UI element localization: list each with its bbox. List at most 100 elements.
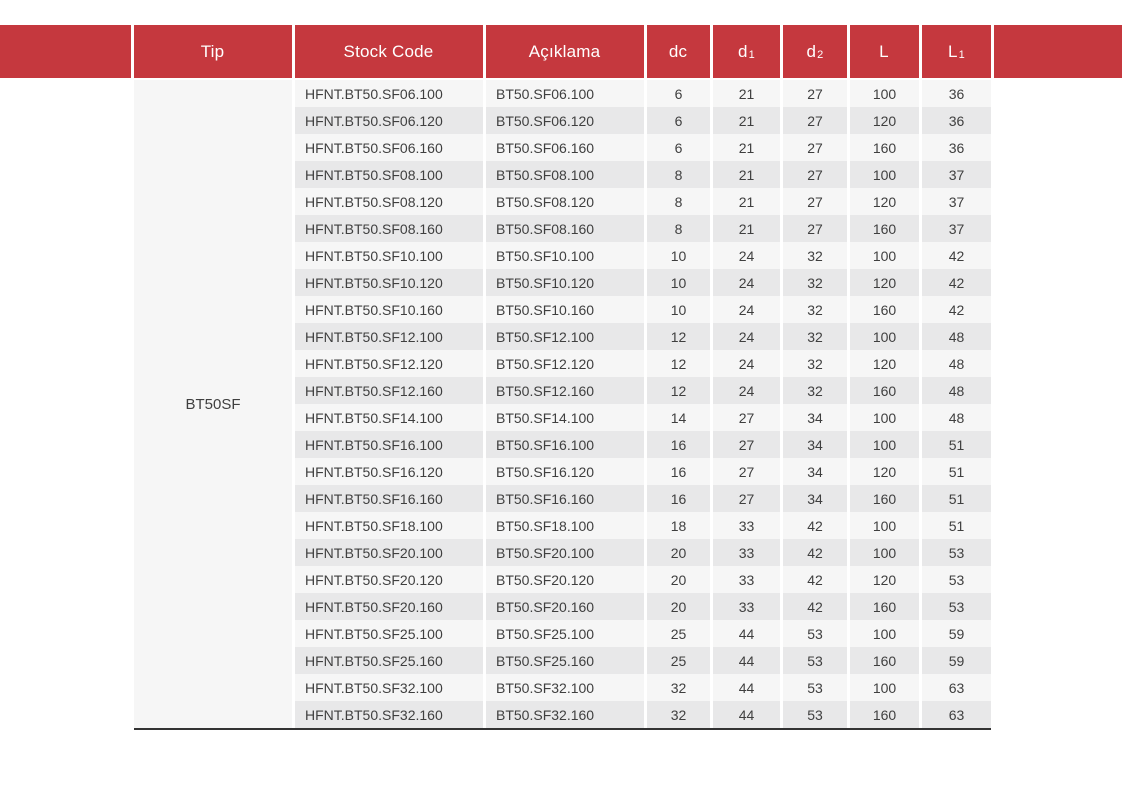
table-cell-dc: 10 (647, 269, 710, 296)
table-cell-stock-code: HFNT.BT50.SF08.160 (295, 215, 483, 242)
column-header-label: d (738, 41, 748, 61)
table-cell-l: 120 (850, 566, 919, 593)
table-cell-dc: 8 (647, 215, 710, 242)
table-cell-l1: 51 (922, 512, 991, 539)
table-cell-l: 120 (850, 458, 919, 485)
table-cell-aciklama: BT50.SF10.120 (486, 269, 644, 296)
table-cell-stock-code: HFNT.BT50.SF16.160 (295, 485, 483, 512)
table-cell-d1: 27 (713, 431, 780, 458)
table-cell-d2: 32 (783, 350, 847, 377)
table-cell-stock-code: HFNT.BT50.SF12.160 (295, 377, 483, 404)
table-cell-l1: 51 (922, 485, 991, 512)
column-header-label: L (879, 41, 889, 61)
table-cell-stock-code: HFNT.BT50.SF08.120 (295, 188, 483, 215)
table-cell-l: 160 (850, 647, 919, 674)
table-cell-l1: 36 (922, 80, 991, 107)
table-cell-dc: 12 (647, 377, 710, 404)
table-cell-d1: 24 (713, 296, 780, 323)
table-cell-l1: 51 (922, 431, 991, 458)
table-cell-aciklama: BT50.SF06.120 (486, 107, 644, 134)
table-cell-d2: 27 (783, 107, 847, 134)
table-cell-aciklama: BT50.SF10.160 (486, 296, 644, 323)
table-cell-d2: 27 (783, 80, 847, 107)
table-cell-stock-code: HFNT.BT50.SF25.100 (295, 620, 483, 647)
table-cell-stock-code: HFNT.BT50.SF14.100 (295, 404, 483, 431)
column-header-dc: dc (647, 25, 710, 78)
table-cell-dc: 25 (647, 647, 710, 674)
table-cell-l: 120 (850, 269, 919, 296)
table-cell-d2: 32 (783, 269, 847, 296)
column-header-label: dc (668, 41, 688, 61)
table-cell-d1: 21 (713, 80, 780, 107)
table-cell-d2: 53 (783, 647, 847, 674)
table-cell-aciklama: BT50.SF10.100 (486, 242, 644, 269)
table-cell-dc: 25 (647, 620, 710, 647)
table-cell-aciklama: BT50.SF08.100 (486, 161, 644, 188)
table-cell-dc: 10 (647, 242, 710, 269)
table-cell-d2: 53 (783, 674, 847, 701)
column-header-label: d (806, 41, 817, 61)
header-left-margin (0, 25, 131, 78)
table-cell-aciklama: BT50.SF12.100 (486, 323, 644, 350)
table-cell-stock-code: HFNT.BT50.SF12.120 (295, 350, 483, 377)
table-cell-d2: 42 (783, 566, 847, 593)
table-cell-stock-code: HFNT.BT50.SF16.100 (295, 431, 483, 458)
table-cell-l: 100 (850, 539, 919, 566)
table-cell-l: 160 (850, 296, 919, 323)
table-cell-l1: 42 (922, 296, 991, 323)
table-cell-stock-code: HFNT.BT50.SF10.160 (295, 296, 483, 323)
table-cell-d1: 33 (713, 512, 780, 539)
table-cell-l: 100 (850, 242, 919, 269)
table-cell-stock-code: HFNT.BT50.SF18.100 (295, 512, 483, 539)
table-cell-l: 100 (850, 620, 919, 647)
table-cell-dc: 16 (647, 485, 710, 512)
table-cell-l1: 59 (922, 620, 991, 647)
table-cell-d1: 33 (713, 539, 780, 566)
table-cell-d2: 32 (783, 377, 847, 404)
table-cell-l1: 51 (922, 458, 991, 485)
table-cell-stock-code: HFNT.BT50.SF12.100 (295, 323, 483, 350)
table-cell-stock-code: HFNT.BT50.SF16.120 (295, 458, 483, 485)
table-cell-stock-code: HFNT.BT50.SF32.160 (295, 701, 483, 728)
table-cell-l: 160 (850, 134, 919, 161)
table-cell-stock-code: HFNT.BT50.SF20.160 (295, 593, 483, 620)
table-cell-aciklama: BT50.SF16.160 (486, 485, 644, 512)
table-cell-l1: 48 (922, 323, 991, 350)
table-cell-l1: 48 (922, 350, 991, 377)
table-cell-l: 160 (850, 215, 919, 242)
table-cell-d1: 21 (713, 188, 780, 215)
table-cell-d1: 44 (713, 701, 780, 728)
table-cell-l: 160 (850, 377, 919, 404)
table-cell-aciklama: BT50.SF32.100 (486, 674, 644, 701)
table-cell-l: 100 (850, 404, 919, 431)
column-header-label: L (948, 41, 958, 61)
table-cell-d2: 34 (783, 458, 847, 485)
table-cell-l1: 42 (922, 269, 991, 296)
table-cell-l: 160 (850, 593, 919, 620)
table-cell-d1: 24 (713, 377, 780, 404)
table-cell-d2: 27 (783, 134, 847, 161)
table-cell-dc: 18 (647, 512, 710, 539)
table-cell-l1: 37 (922, 188, 991, 215)
table-cell-stock-code: HFNT.BT50.SF06.120 (295, 107, 483, 134)
table-cell-l: 100 (850, 161, 919, 188)
table-cell-d2: 42 (783, 593, 847, 620)
table-cell-dc: 20 (647, 539, 710, 566)
table-cell-stock-code: HFNT.BT50.SF10.120 (295, 269, 483, 296)
table-cell-aciklama: BT50.SF32.160 (486, 701, 644, 728)
table-cell-aciklama: BT50.SF06.100 (486, 80, 644, 107)
table-cell-aciklama: BT50.SF08.120 (486, 188, 644, 215)
table-cell-d1: 21 (713, 134, 780, 161)
table-cell-l1: 36 (922, 134, 991, 161)
table-cell-d1: 27 (713, 404, 780, 431)
table-cell-l1: 53 (922, 593, 991, 620)
table-cell-dc: 32 (647, 674, 710, 701)
table-cell-d1: 21 (713, 215, 780, 242)
table-cell-aciklama: BT50.SF20.120 (486, 566, 644, 593)
table-cell-d1: 24 (713, 242, 780, 269)
table-cell-aciklama: BT50.SF25.160 (486, 647, 644, 674)
table-cell-l1: 42 (922, 242, 991, 269)
table-cell-d1: 44 (713, 674, 780, 701)
